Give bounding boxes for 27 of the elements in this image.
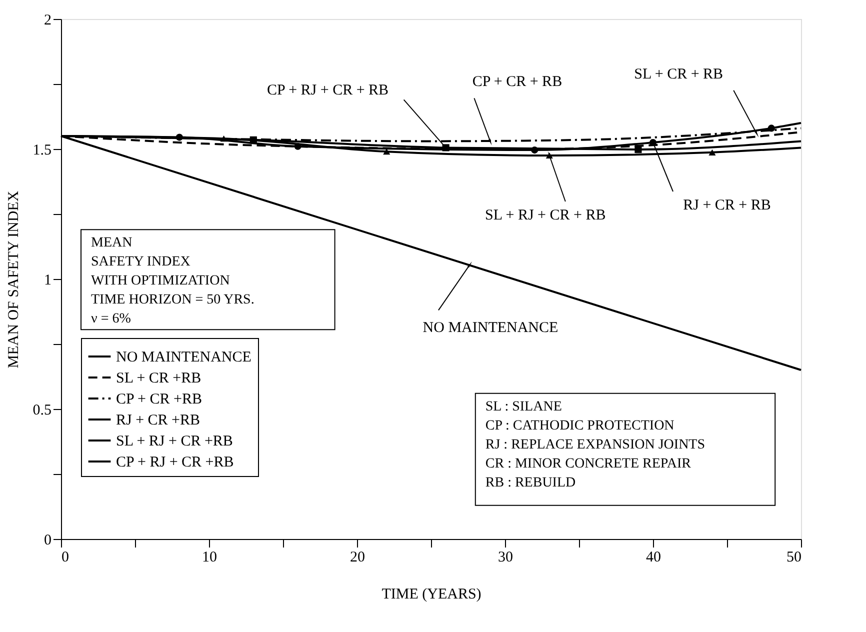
y-tick-label: 0.5 (32, 402, 52, 418)
legend-label: SL + CR +RB (116, 370, 202, 386)
y-tick-label: 1.5 (32, 142, 52, 158)
annotation: SL + CR + RB (634, 66, 724, 82)
legend-label: SL + RJ + CR +RB (116, 434, 233, 450)
y-tick-label: 0 (44, 532, 52, 548)
x-tick-label: 0 (62, 550, 69, 566)
legend-label: RJ + CR +RB (116, 412, 200, 428)
legend-label: NO MAINTENANCE (116, 350, 252, 366)
annotation: MEAN SAFETY INDEX WITH OPTIMIZATION TIME HORIZON = 50 YRS. ν = 6% (91, 236, 254, 327)
x-tick-label: 20 (350, 550, 365, 566)
annotation: NO MAINTENANCE (422, 320, 558, 336)
annotation: RJ + CR + RB (683, 198, 771, 214)
y-axis-title: MEAN OF SAFETY INDEX (6, 190, 22, 368)
x-tick-label: 40 (646, 550, 661, 566)
x-axis-title: TIME (YEARS) (382, 586, 482, 602)
x-tick-label: 50 (786, 550, 802, 566)
legend-label: CP + RJ + CR +RB (116, 454, 234, 470)
x-tick-label: 30 (498, 550, 513, 566)
annotation: CP + RJ + CR + RB (267, 82, 389, 99)
x-tick-label: 10 (202, 550, 217, 566)
annotation: SL + RJ + CR + RB (485, 208, 606, 224)
legend-label: CP + CR +RB (116, 392, 202, 408)
y-tick-label: 1 (44, 272, 52, 288)
annotation: CP + CR + RB (472, 74, 562, 90)
annotation: SL : SILANE CP : CATHODIC PROTECTION RJ : REPLACE EXPANSION JOINTS CR : MINOR CONCRETE REPAIR RB : REBUILD (485, 399, 706, 490)
y-tick-label: 2 (44, 12, 52, 28)
